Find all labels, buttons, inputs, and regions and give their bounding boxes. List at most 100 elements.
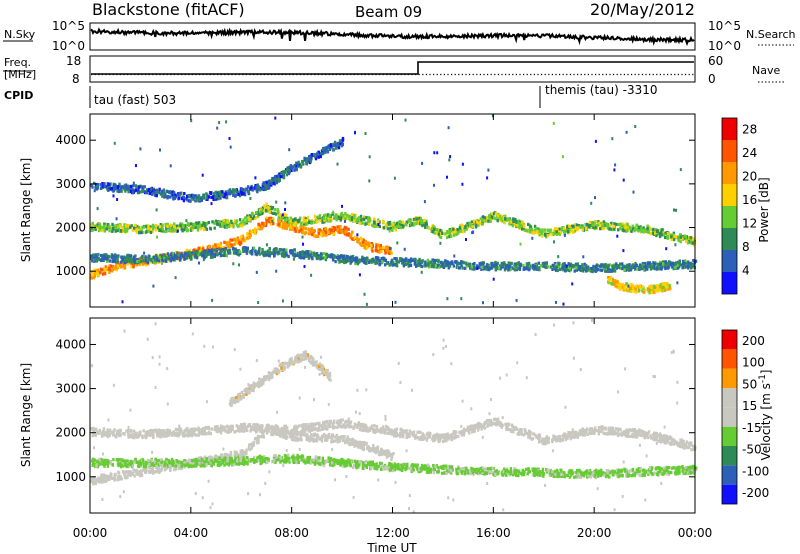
data-cell — [198, 261, 200, 265]
data-cell — [643, 228, 646, 232]
cpid-segment-1: tau (fast) 503 — [94, 93, 176, 107]
data-cell — [196, 249, 199, 253]
data-cell — [462, 261, 465, 265]
data-cell — [363, 216, 366, 220]
data-cell — [619, 227, 622, 231]
data-cell — [374, 447, 377, 451]
data-cell — [367, 222, 371, 226]
data-cell — [349, 261, 352, 265]
data-cell — [641, 285, 645, 289]
data-cell — [115, 262, 118, 266]
data-cell — [171, 192, 175, 196]
data-cell — [243, 238, 247, 243]
data-cell — [352, 237, 355, 241]
data-cell — [316, 256, 319, 261]
data-cell — [242, 192, 245, 196]
data-cell — [261, 248, 264, 252]
data-cell — [594, 196, 596, 200]
data-cell — [610, 228, 614, 232]
data-cell — [195, 251, 198, 255]
data-cell — [198, 252, 201, 256]
data-cell — [219, 254, 223, 258]
data-cell — [469, 266, 472, 270]
data-cell — [509, 220, 513, 224]
data-cell — [376, 220, 380, 224]
data-cell — [266, 249, 270, 253]
data-cell — [278, 172, 281, 176]
data-cell — [552, 229, 556, 233]
data-cell — [131, 228, 134, 232]
data-cell — [341, 256, 345, 260]
data-cell — [225, 254, 229, 258]
data-cell — [660, 233, 664, 237]
data-cell — [575, 228, 578, 232]
data-cell — [569, 264, 572, 268]
data-cell — [481, 265, 484, 269]
data-cell — [143, 185, 146, 189]
data-cell — [269, 216, 272, 220]
data-cell — [246, 232, 249, 236]
data-cell — [472, 230, 475, 234]
data-cell — [553, 262, 557, 266]
data-cell — [190, 257, 193, 261]
data-cell — [239, 218, 242, 222]
power-frame — [89, 113, 696, 308]
data-cell — [93, 181, 96, 185]
data-cell — [350, 255, 353, 259]
data-cell — [575, 266, 578, 270]
data-cell — [303, 222, 306, 226]
data-cell — [620, 285, 624, 289]
data-cell — [270, 206, 274, 210]
data-cell — [344, 230, 347, 234]
data-cell — [113, 472, 116, 477]
data-cell — [401, 220, 405, 224]
data-cell — [583, 266, 586, 270]
data-cell — [534, 267, 538, 271]
data-cell — [354, 213, 357, 217]
data-cell — [175, 224, 179, 228]
data-cell — [378, 250, 381, 254]
data-cell — [494, 217, 497, 221]
data-cell — [203, 224, 207, 228]
data-cell — [389, 226, 392, 231]
data-cell — [426, 258, 430, 262]
data-cell — [367, 242, 370, 246]
data-cell — [326, 150, 330, 154]
data-cell — [302, 162, 305, 166]
data-cell — [99, 477, 102, 481]
data-cell — [245, 249, 249, 253]
data-cell — [211, 298, 214, 302]
data-cell — [161, 194, 164, 198]
data-cell — [625, 130, 628, 134]
data-cell — [167, 257, 170, 261]
data-cell — [180, 227, 183, 231]
data-cell — [291, 251, 294, 255]
data-cell — [161, 189, 164, 193]
data-cell — [634, 264, 637, 268]
data-cell — [190, 460, 193, 465]
data-cell — [339, 228, 342, 232]
data-cell — [251, 212, 254, 216]
data-cell — [642, 226, 645, 230]
data-cell — [351, 237, 354, 241]
data-cell — [309, 155, 312, 159]
data-cell — [448, 235, 451, 239]
data-cell — [216, 244, 220, 248]
data-cell — [397, 260, 401, 264]
data-cell — [249, 197, 252, 200]
data-cell — [108, 255, 111, 259]
data-cell — [431, 258, 434, 262]
data-cell — [114, 229, 117, 233]
data-cell — [668, 236, 672, 240]
data-cell — [541, 229, 544, 233]
data-cell — [296, 221, 299, 225]
data-cell — [129, 189, 133, 194]
data-cell — [236, 239, 240, 243]
data-cell — [653, 262, 657, 266]
data-cell — [363, 246, 366, 250]
data-cell — [367, 218, 370, 222]
data-cell — [594, 225, 598, 229]
data-cell — [102, 258, 105, 262]
data-cell — [261, 226, 264, 230]
